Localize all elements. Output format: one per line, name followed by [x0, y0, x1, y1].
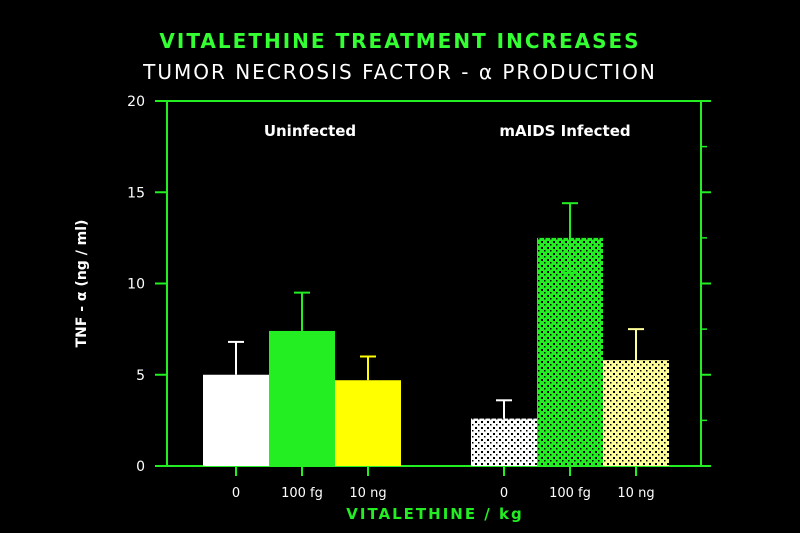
bar-pattern	[537, 237, 603, 466]
y-tick-label: 5	[136, 368, 145, 384]
x-tick-label: 100 fg	[549, 486, 591, 501]
y-axis-label: TNF - α (ng / ml)	[74, 220, 90, 348]
x-tick-label: 10 ng	[349, 486, 386, 501]
x-axis-label: VITALETHINE / kg	[346, 505, 523, 523]
x-tick-label: 10 ng	[617, 486, 654, 501]
chart-title: VITALETHINE TREATMENT INCREASES	[159, 29, 641, 53]
bar	[335, 380, 401, 466]
chart-subtitle: TUMOR NECROSIS FACTOR - α PRODUCTION	[143, 60, 657, 84]
bar	[269, 330, 335, 466]
y-tick-label: 10	[127, 277, 145, 293]
group-label: Uninfected	[264, 122, 356, 140]
x-tick-label: 100 fg	[281, 486, 323, 501]
y-tick-label: 15	[127, 185, 145, 201]
bar-pattern	[471, 418, 537, 466]
y-tick-label: 0	[136, 459, 145, 475]
x-tick-label: 0	[232, 486, 240, 501]
y-tick-label: 20	[127, 94, 145, 110]
x-tick-label: 0	[500, 486, 508, 501]
bar	[203, 374, 269, 466]
group-label: mAIDS Infected	[499, 122, 630, 140]
